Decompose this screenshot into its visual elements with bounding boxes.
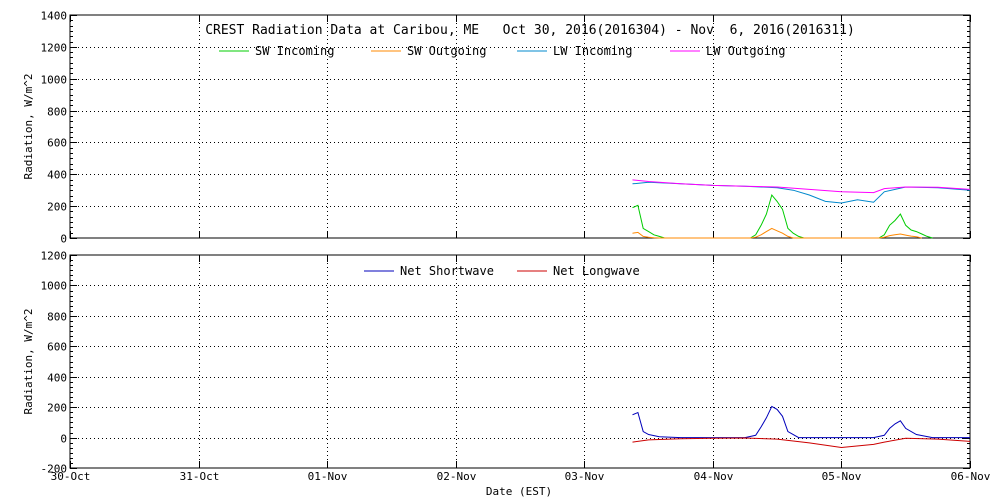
legend-label-net_sw: Net Shortwave [400, 264, 494, 278]
x-tick-label: 06-Nov [951, 470, 991, 483]
legend-label-lw_out: LW Outgoing [706, 44, 785, 58]
x-tick-label: 01-Nov [308, 470, 348, 483]
series-line-lw_out [632, 179, 971, 194]
chart-title: CREST Radiation Data at Caribou, ME Oct … [205, 23, 855, 38]
series-line-sw_in [632, 193, 933, 239]
series-line-net_sw [632, 405, 970, 439]
x-axis-label: Date (EST) [486, 485, 552, 498]
legend-label-sw_in: SW Incoming [255, 44, 334, 58]
bottom-panel: -200 0 200 400 600 800 1000 1200 30-Oct 31-Oct 01-… [22, 250, 991, 484]
y-tick-label: 1200 [41, 42, 68, 55]
y-tick-label: 200 [47, 201, 67, 214]
y-tick-label: 800 [47, 106, 67, 119]
plot-frame [69, 254, 971, 469]
y-tick-label: 800 [47, 311, 67, 324]
y-tick-label: 0 [60, 233, 67, 246]
y-tick-label: 200 [47, 402, 67, 415]
x-tick-label: 02-Nov [437, 470, 477, 483]
y-tick-label: 400 [47, 372, 67, 385]
y-tick-label: 1000 [41, 280, 68, 293]
series-line-sw_out [632, 227, 922, 239]
x-tick-label: 03-Nov [565, 470, 605, 483]
x-tick-label: 30-Oct [51, 470, 91, 483]
y-tick-label: 400 [47, 169, 67, 182]
x-tick-label: 31-Oct [180, 470, 220, 483]
y-tick-label: 1200 [41, 250, 68, 263]
y-axis-label: Radiation, W/m^2 [22, 309, 35, 415]
y-tick-label: 600 [47, 341, 67, 354]
x-tick-label: 05-Nov [822, 470, 862, 483]
legend-label-sw_out: SW Outgoing [407, 44, 486, 58]
plot-frame [69, 14, 971, 239]
y-tick-label: 1000 [41, 74, 68, 87]
y-tick-label: 600 [47, 137, 67, 150]
x-tick-label: 04-Nov [694, 470, 734, 483]
legend-label-lw_in: LW Incoming [553, 44, 632, 58]
y-axis-label: Radiation, W/m^2 [22, 74, 35, 180]
series-line-net_lw [632, 437, 971, 449]
top-panel: 0 200 400 600 800 1000 1200 1400 Radiation, W/m^… [22, 10, 971, 246]
y-tick-label: 1400 [41, 10, 68, 23]
legend-label-net_lw: Net Longwave [553, 264, 640, 278]
y-tick-label: -200 [41, 463, 68, 476]
y-tick-label: 0 [60, 433, 67, 446]
